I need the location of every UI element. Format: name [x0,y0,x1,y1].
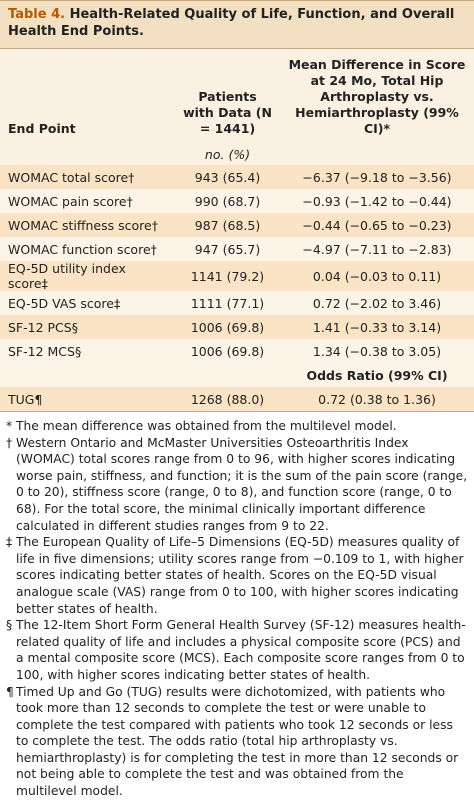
table-cell: SF-12 PCS§ [0,315,175,339]
table-cell: WOMAC stiffness score† [0,213,175,237]
footnote-symbol: * [6,419,13,433]
table-cell: −4.97 (−7.11 to −2.83) [280,237,474,261]
column-header: Patients with Data (N = 1441) [175,49,280,143]
table-cell: 943 (65.4) [175,165,280,189]
table-label: Table 4. [8,7,66,22]
table-row: EQ-5D utility index score‡ 1141 (79.2) 0.0… [0,261,474,291]
table-row: WOMAC pain score† 990 (68.7) −0.93 (−1.42 … [0,189,474,213]
table-cell: 990 (68.7) [175,189,280,213]
subheader-row: Odds Ratio (99% CI) [0,363,474,387]
footnotes: * The mean difference was obtained from t… [0,412,474,800]
table-cell: WOMAC total score† [0,165,175,189]
column-header: Mean Difference in Score at 24 Mo, Total… [280,49,474,143]
table-cell: 0.72 (−2.02 to 3.46) [280,291,474,315]
table-cell: 947 (65.7) [175,237,280,261]
table-row: WOMAC stiffness score† 987 (68.5) −0.44 (−… [0,213,474,237]
table-cell: −0.93 (−1.42 to −0.44) [280,189,474,213]
footnote-symbol: ‡ [6,535,13,550]
table-cell: 0.72 (0.38 to 1.36) [280,387,474,412]
table-row: SF-12 PCS§ 1006 (69.8) 1.41 (−0.33 to 3.14… [0,315,474,339]
table-cell: WOMAC function score† [0,237,175,261]
table-cell: 1268 (88.0) [175,387,280,412]
header-row: End Point Patients with Data (N = 1441) … [0,49,474,143]
table-cell: −6.37 (−9.18 to −3.56) [280,165,474,189]
footnote-symbol: § [6,618,13,633]
footnote-text: The European Quality of Life–5 Dimension… [16,535,464,616]
title-text: Health-Related Quality of Life, Function… [8,7,455,39]
units-row: no. (%) [0,143,474,165]
footnote-text: Western Ontario and McMaster Universitie… [16,435,468,533]
table-title: Table 4. Health-Related Quality of Life,… [0,0,474,49]
footnote-text: Timed Up and Go (TUG) results were dicho… [16,684,459,799]
table-cell: 1.34 (−0.38 to 3.05) [280,339,474,363]
table-row: SF-12 MCS§ 1006 (69.8) 1.34 (−0.38 to 3.05… [0,339,474,363]
table-cell: TUG¶ [0,387,175,412]
table-cell: 987 (68.5) [175,213,280,237]
table-cell: 1141 (79.2) [175,261,280,291]
column-header: End Point [0,49,175,143]
units-label: no. (%) [175,143,280,165]
table-cell: EQ-5D VAS score‡ [0,291,175,315]
table-row: WOMAC function score† 947 (65.7) −4.97 (−7… [0,237,474,261]
footnote-text: The mean difference was obtained from th… [16,419,397,433]
footnote: § The 12-Item Short Form General Health S… [6,617,468,683]
table-cell: 1111 (77.1) [175,291,280,315]
table-cell: SF-12 MCS§ [0,339,175,363]
subheader: Odds Ratio (99% CI) [280,363,474,387]
footnote: * The mean difference was obtained from t… [6,418,468,435]
table-cell: 0.04 (−0.03 to 0.11) [280,261,474,291]
footnote-text: The 12-Item Short Form General Health Su… [16,618,466,682]
footnote: ‡ The European Quality of Life–5 Dimensio… [6,534,468,617]
table-row: WOMAC total score† 943 (65.4) −6.37 (−9.18… [0,165,474,189]
footnote-symbol: † [6,435,13,450]
table-cell: 1.41 (−0.33 to 3.14) [280,315,474,339]
table: End Point Patients with Data (N = 1441) … [0,49,474,412]
table-row: TUG¶ 1268 (88.0) 0.72 (0.38 to 1.36) [0,387,474,412]
footnote: ¶ Timed Up and Go (TUG) results were dich… [6,684,468,800]
table-row: EQ-5D VAS score‡ 1111 (77.1) 0.72 (−2.02 t… [0,291,474,315]
footnote: † Western Ontario and McMaster Universiti… [6,435,468,535]
table-cell: EQ-5D utility index score‡ [0,261,175,291]
footnote-symbol: ¶ [6,684,14,699]
table-cell: −0.44 (−0.65 to −0.23) [280,213,474,237]
table-cell: 1006 (69.8) [175,315,280,339]
table-cell: WOMAC pain score† [0,189,175,213]
table-cell: 1006 (69.8) [175,339,280,363]
